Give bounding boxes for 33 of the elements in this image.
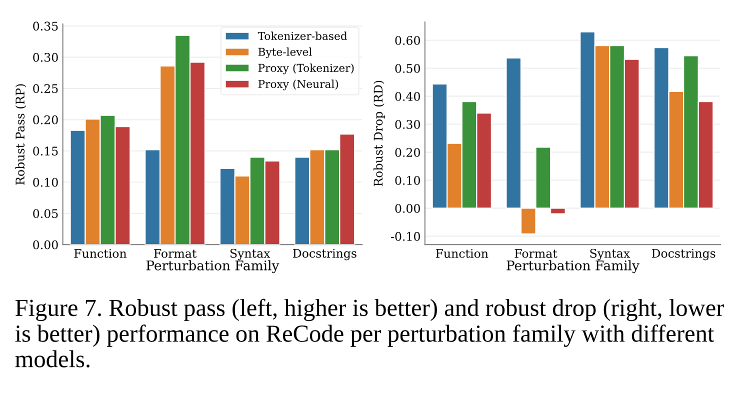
x-tick-label: Function <box>74 249 127 258</box>
x-axis-title: Perturbation Family <box>146 260 280 274</box>
y-tick-label: -0.10 <box>391 232 420 241</box>
legend-label: Byte-level <box>258 48 312 58</box>
y-axis-title: Robust Drop (RD) <box>374 80 385 186</box>
x-tick-label: Docstrings <box>652 248 716 260</box>
y-tick-label: 0.40 <box>395 92 420 101</box>
x-tick-label: Function <box>436 249 488 258</box>
y-tick-label: 0.35 <box>33 22 58 31</box>
legend-label: Proxy (Neural) <box>258 80 338 90</box>
y-tick-label: 0.00 <box>33 240 58 250</box>
y-tick-label: 0.50 <box>395 64 420 73</box>
y-tick-label: 0.60 <box>395 36 420 45</box>
y-tick-label: 0.10 <box>395 176 420 185</box>
y-tick-label: 0.15 <box>33 146 58 156</box>
caption: Figure 7. Robust pass (left, higher is better) and robust drop (right, lower is better) performance on ReCode per perturbation family with different models. <box>15 298 724 368</box>
y-tick-label: 0.25 <box>33 84 58 94</box>
x-axis-title: Perturbation Family <box>506 260 640 274</box>
y-tick-label: 0.30 <box>33 52 58 62</box>
legend-label: Tokenizer-based <box>258 32 348 40</box>
x-tick-label: Syntax <box>590 248 630 260</box>
y-tick-label: 0.30 <box>395 120 420 129</box>
y-tick-label: 0.20 <box>395 148 420 157</box>
legend-label: Proxy (Tokenizer) <box>258 64 354 74</box>
y-tick-label: 0.00 <box>395 204 420 213</box>
x-tick-label: Format <box>154 249 197 258</box>
y-tick-label: 0.10 <box>33 178 58 187</box>
x-tick-label: Syntax <box>230 248 270 260</box>
x-tick-label: Docstrings <box>293 248 356 260</box>
x-tick-label: Format <box>514 249 558 258</box>
y-tick-label: 0.05 <box>33 209 58 218</box>
y-axis-title: Robust Pass (RP) <box>15 84 26 185</box>
y-tick-label: 0.20 <box>33 115 58 124</box>
